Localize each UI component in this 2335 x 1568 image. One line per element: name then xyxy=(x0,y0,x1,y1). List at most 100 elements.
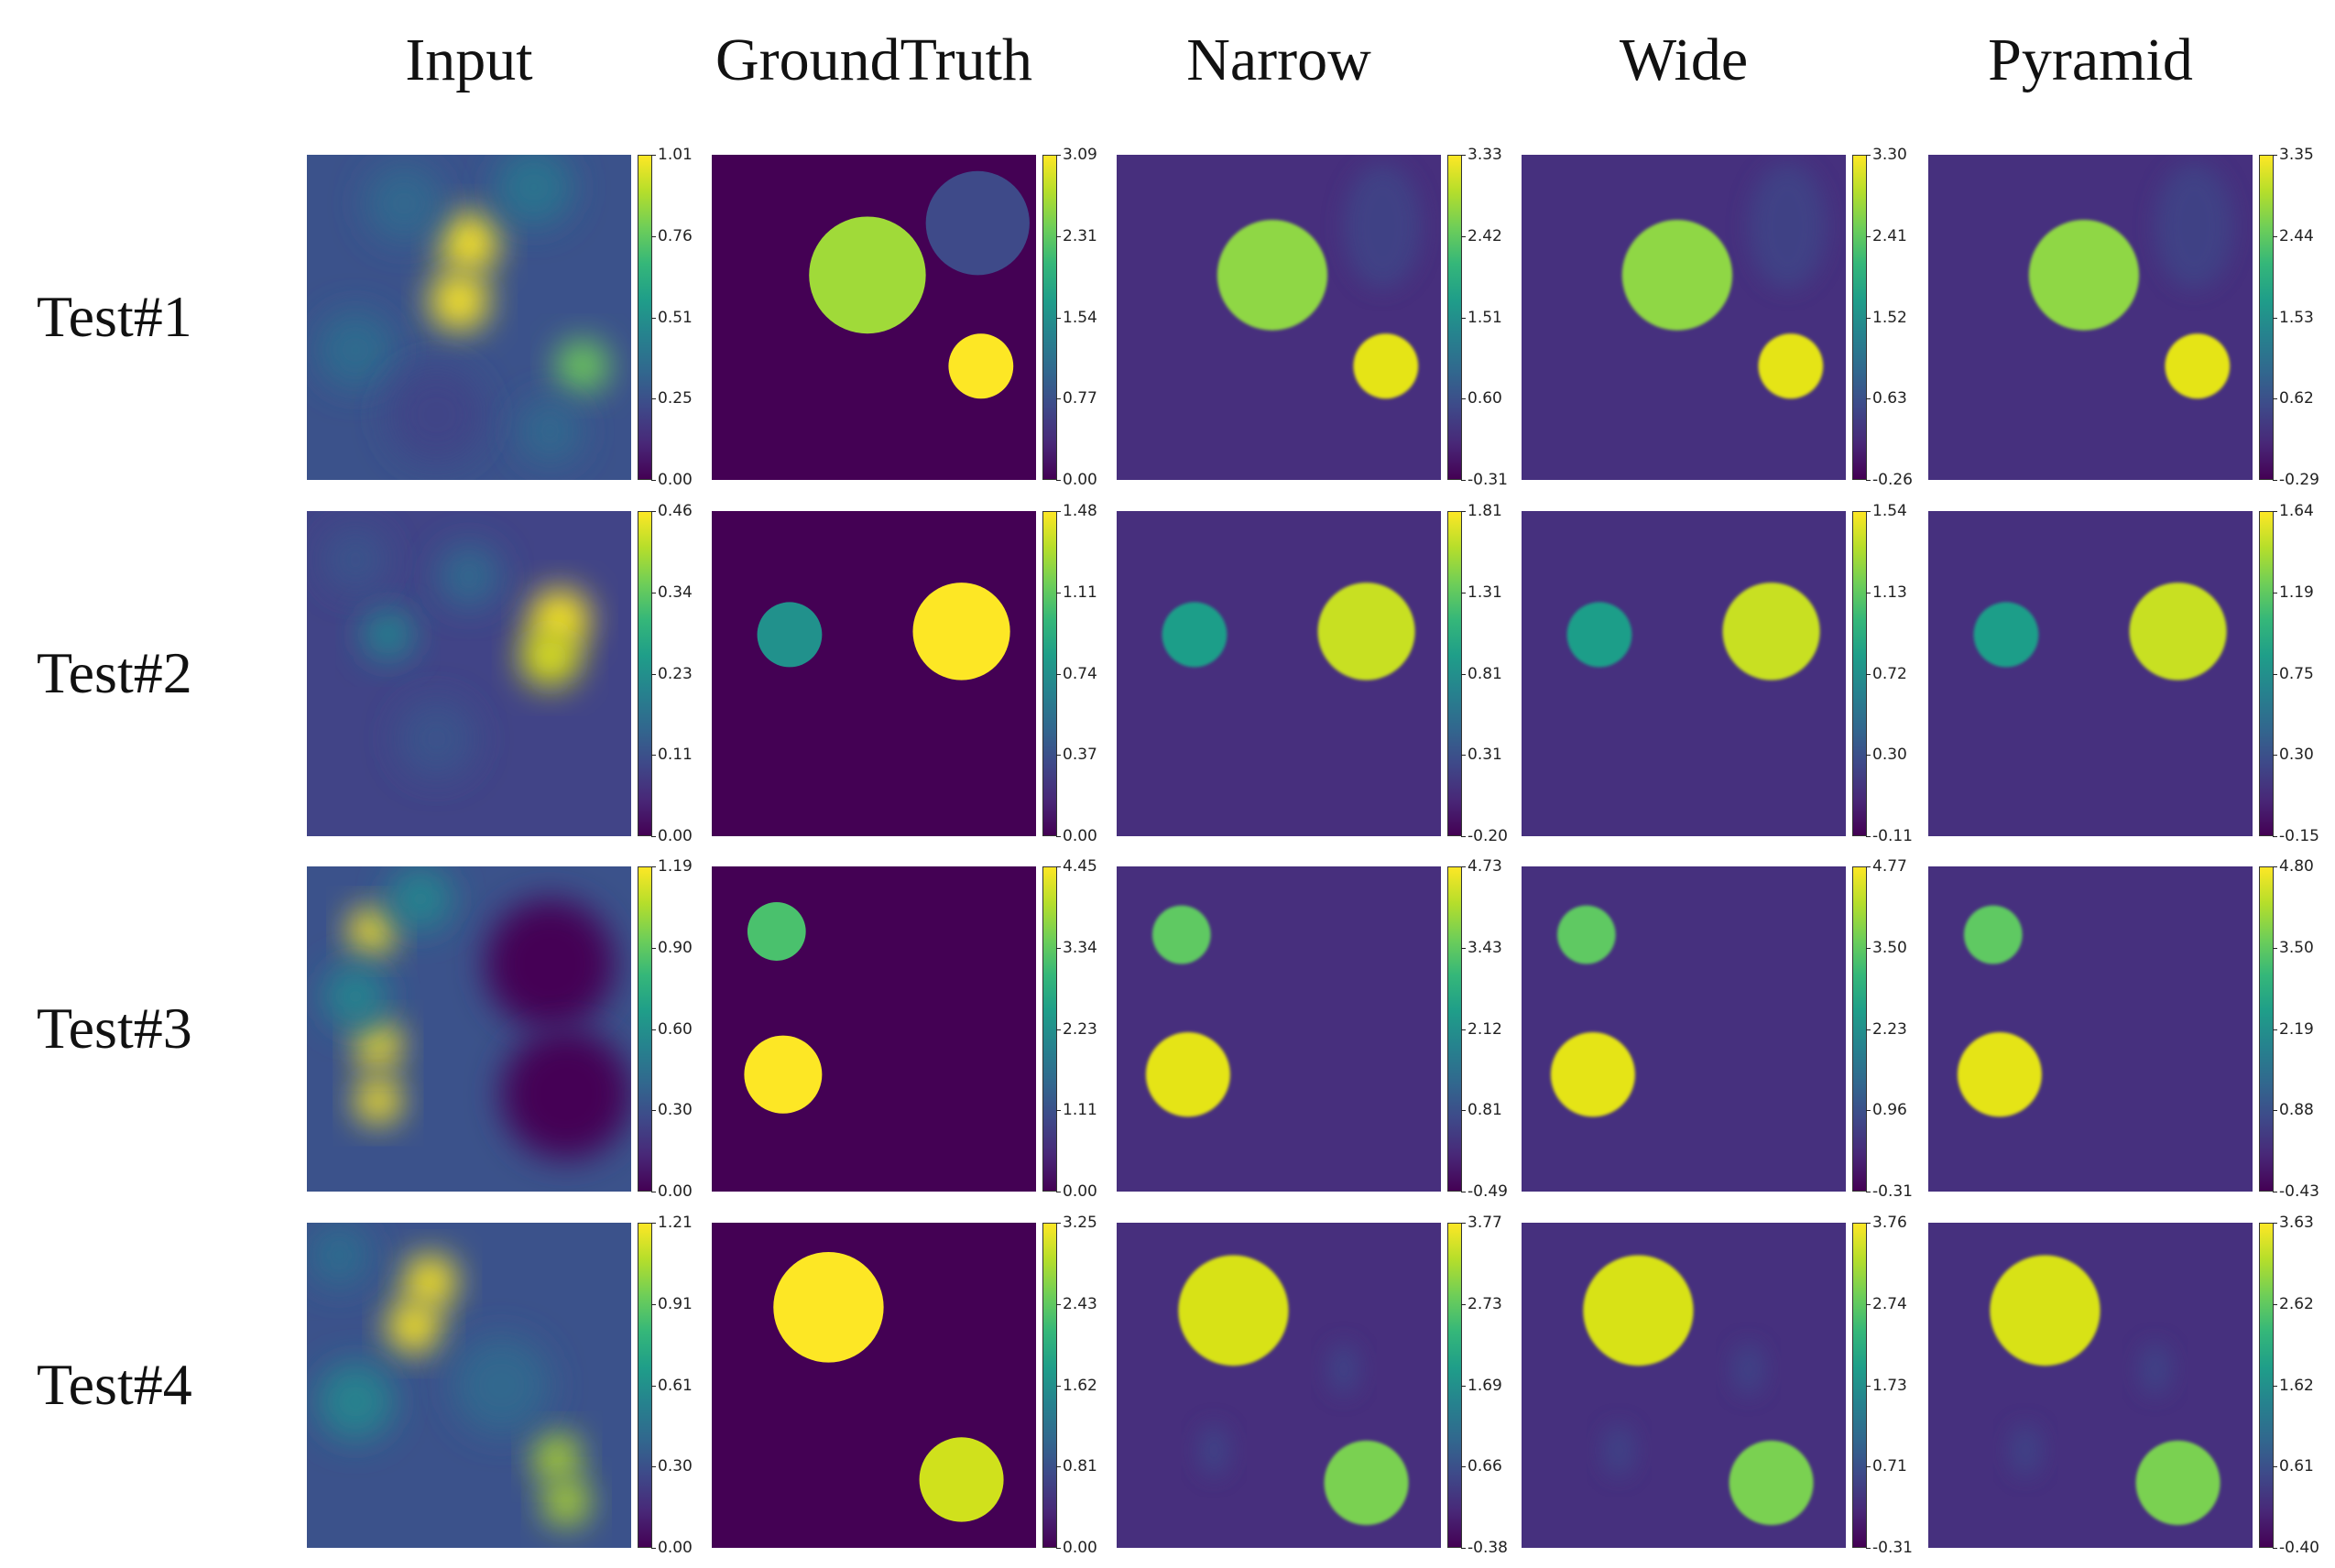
colorbar-tick-label: 0.30 xyxy=(2273,746,2314,765)
blob xyxy=(495,155,573,227)
column-header-groundtruth: GroundTruth xyxy=(715,27,1032,93)
narrow-image xyxy=(1117,866,1441,1192)
column-header-wide: Wide xyxy=(1619,27,1749,93)
colorbar-tick-label: 0.71 xyxy=(1866,1457,1907,1476)
blob xyxy=(1162,602,1228,668)
colorbar-tick-label: -0.38 xyxy=(1461,1539,1508,1557)
blob xyxy=(1197,1424,1230,1476)
blob xyxy=(387,365,486,464)
colorbar-tick-label: 3.25 xyxy=(1056,1214,1097,1232)
colorbar-tick-label: 0.25 xyxy=(651,389,693,408)
input-image xyxy=(307,866,631,1192)
colorbar-tick-label: 1.69 xyxy=(1461,1376,1502,1395)
colorbar-tick-label: 0.23 xyxy=(651,664,693,683)
blob xyxy=(1556,905,1616,964)
colorbar-tick-label: 0.30 xyxy=(1866,746,1907,765)
input-image xyxy=(307,511,631,836)
pyramid-image xyxy=(1928,1223,2253,1548)
colorbar-tick-label: 0.00 xyxy=(1056,1182,1097,1201)
colorbar-tick-label: 2.12 xyxy=(1461,1019,1502,1039)
blob xyxy=(453,1336,551,1434)
colorbar-tick-label: 0.00 xyxy=(1056,1539,1097,1557)
blob xyxy=(520,627,580,687)
colorbar-tick-label: 0.60 xyxy=(1461,389,1502,408)
blob xyxy=(387,866,453,931)
colorbar-tick-label: 2.19 xyxy=(2273,1019,2314,1039)
colorbar-tick-label: 0.75 xyxy=(2273,664,2314,683)
colorbar-tick-label: 0.72 xyxy=(1866,664,1907,683)
colorbar-tick-label: 0.00 xyxy=(651,471,693,489)
colorbar-tick-label: 1.01 xyxy=(651,146,693,164)
colorbar xyxy=(1042,511,1057,836)
colorbar-tick-label: 0.60 xyxy=(651,1019,693,1039)
blob xyxy=(404,1255,456,1308)
row-label: Test#3 xyxy=(37,996,192,1061)
blob xyxy=(2155,163,2233,289)
blob xyxy=(912,583,1010,681)
blob xyxy=(365,164,443,243)
blob xyxy=(501,1029,631,1160)
colorbar xyxy=(1042,866,1057,1192)
blob xyxy=(2135,1440,2220,1526)
colorbar-tick-label: 0.76 xyxy=(651,226,693,245)
colorbar-tick-label: 4.45 xyxy=(1056,857,1097,876)
colorbar-tick-label: 3.30 xyxy=(1866,146,1907,164)
groundtruth-image xyxy=(712,511,1036,836)
colorbar-tick-label: -0.11 xyxy=(1866,827,1913,845)
colorbar-tick-label: 0.00 xyxy=(1056,471,1097,489)
colorbar-tick-label: -0.29 xyxy=(2273,471,2319,489)
colorbar-tick-label: 3.50 xyxy=(2273,938,2314,957)
colorbar-tick-label: 1.54 xyxy=(1866,502,1907,520)
colorbar xyxy=(1852,155,1867,480)
colorbar xyxy=(638,511,652,836)
row-label: Test#4 xyxy=(37,1352,192,1417)
colorbar-tick-label: 1.31 xyxy=(1461,583,1502,602)
colorbar-tick-label: 1.19 xyxy=(651,857,693,876)
colorbar xyxy=(2259,511,2274,836)
blob xyxy=(1758,333,1824,399)
colorbar-tick-label: 0.30 xyxy=(651,1457,693,1476)
blob xyxy=(2009,1424,2042,1476)
colorbar-tick-label: 2.41 xyxy=(1866,226,1907,245)
wide-image xyxy=(1522,155,1846,480)
blob xyxy=(398,699,476,779)
colorbar xyxy=(1852,866,1867,1192)
blob xyxy=(543,1479,589,1526)
colorbar-tick-label: 4.80 xyxy=(2273,857,2314,876)
blob xyxy=(1353,333,1419,399)
column-header-input: Input xyxy=(405,27,533,93)
blob xyxy=(307,1223,372,1288)
blob xyxy=(1990,1255,2100,1367)
colorbar-tick-label: 0.77 xyxy=(1056,389,1097,408)
colorbar-tick-label: 0.31 xyxy=(1461,746,1502,765)
colorbar-tick-label: 0.66 xyxy=(1461,1457,1502,1476)
blob xyxy=(1732,1343,1765,1396)
colorbar-tick-label: 2.43 xyxy=(1056,1294,1097,1313)
blob xyxy=(744,1035,823,1114)
colorbar xyxy=(1447,155,1462,480)
colorbar-tick-label: 1.51 xyxy=(1461,308,1502,327)
blob xyxy=(322,964,388,1029)
colorbar-tick-label: 0.37 xyxy=(1056,746,1097,765)
blob xyxy=(1343,163,1422,289)
blob xyxy=(809,216,926,334)
colorbar xyxy=(638,1223,652,1548)
colorbar-tick-label: 3.34 xyxy=(1056,938,1097,957)
blob xyxy=(1550,1032,1635,1117)
colorbar-tick-label: 1.11 xyxy=(1056,1101,1097,1120)
blob xyxy=(919,1437,1004,1522)
blob xyxy=(533,1433,580,1480)
blob xyxy=(1748,163,1827,289)
colorbar xyxy=(2259,155,2274,480)
colorbar xyxy=(1447,1223,1462,1548)
blob xyxy=(1973,602,2039,668)
blob xyxy=(1957,1032,2042,1117)
colorbar-tick-label: 2.23 xyxy=(1056,1019,1097,1039)
colorbar xyxy=(638,866,652,1192)
blob xyxy=(2165,333,2231,399)
colorbar-tick-label: 0.63 xyxy=(1866,389,1907,408)
input-image xyxy=(307,155,631,480)
groundtruth-image xyxy=(712,1223,1036,1548)
colorbar-tick-label: 3.33 xyxy=(1461,146,1502,164)
colorbar-tick-label: -0.31 xyxy=(1461,471,1508,489)
